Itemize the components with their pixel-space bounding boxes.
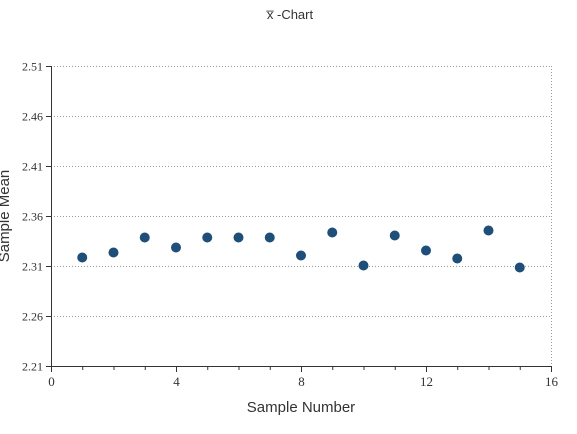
y-axis-ticks: 2.21 2.26 2.31 2.36 2.41 2.46 2.51 <box>22 60 51 374</box>
data-point-13[interactable] <box>452 253 463 264</box>
x-tick-label: 8 <box>298 374 305 389</box>
y-tick-label: 2.51 <box>22 60 43 74</box>
x-tick-label: 12 <box>420 374 433 389</box>
y-tick-label: 2.36 <box>22 210 43 224</box>
chart-title: x̅ -Chart <box>266 7 313 22</box>
data-point-1[interactable] <box>77 252 88 263</box>
data-point-7[interactable] <box>264 232 275 243</box>
data-point-15[interactable] <box>514 262 525 273</box>
x-tick-label: 4 <box>173 374 180 389</box>
data-point-2[interactable] <box>108 247 119 258</box>
data-point-10[interactable] <box>358 260 369 271</box>
y-tick-label: 2.26 <box>22 310 43 324</box>
data-point-12[interactable] <box>421 245 431 256</box>
data-point-9[interactable] <box>327 227 338 238</box>
data-point-14[interactable] <box>483 225 494 236</box>
x-axis-label: Sample Number <box>247 399 355 416</box>
y-axis-label: Sample Mean <box>0 170 13 263</box>
data-point-8[interactable] <box>296 250 306 261</box>
data-points <box>77 225 525 273</box>
y-tick-label: 2.46 <box>22 110 43 124</box>
data-point-4[interactable] <box>171 242 181 253</box>
x-tick-label: 16 <box>545 374 559 389</box>
x-axis-ticks: 0 4 8 12 16 <box>48 366 559 389</box>
x-tick-label: 0 <box>48 374 55 389</box>
y-tick-label: 2.21 <box>22 360 43 374</box>
y-tick-label: 2.41 <box>22 160 43 174</box>
data-point-3[interactable] <box>139 232 150 243</box>
data-point-5[interactable] <box>202 232 213 243</box>
data-point-6[interactable] <box>233 232 244 243</box>
grid <box>51 66 552 367</box>
data-point-11[interactable] <box>389 230 400 241</box>
y-tick-label: 2.31 <box>22 260 43 274</box>
